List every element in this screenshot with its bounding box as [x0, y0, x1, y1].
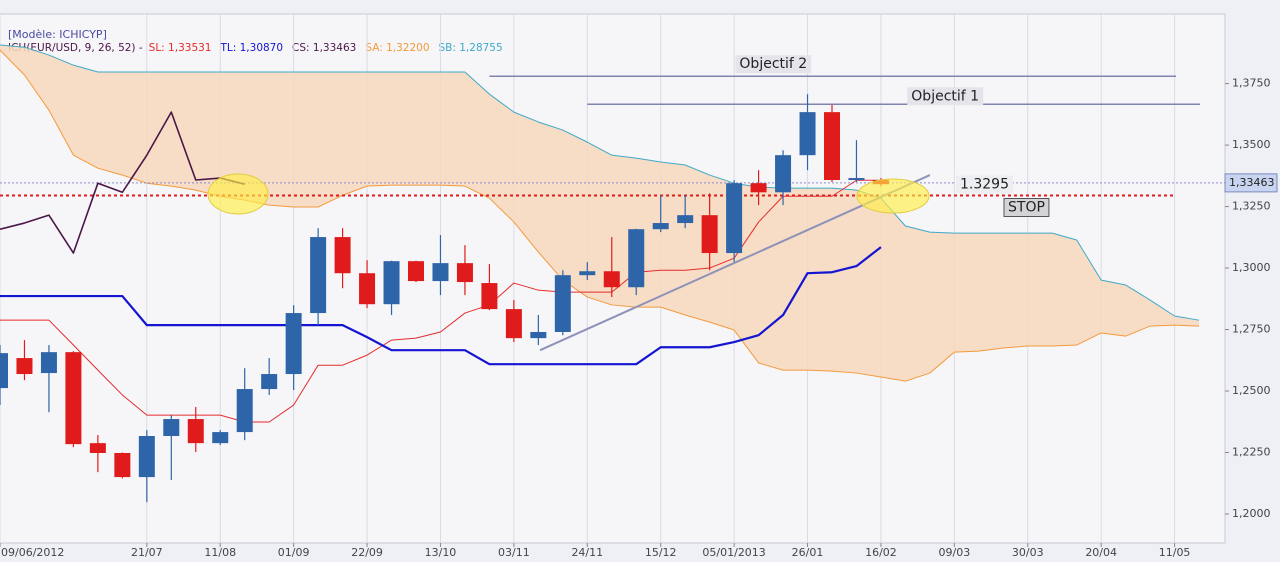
stop-label-box [1003, 197, 1050, 217]
y-tick-label: 1,3000 [1232, 261, 1271, 274]
y-tick-label: 1,3250 [1232, 200, 1271, 213]
y-tick-label: 1,2250 [1232, 445, 1271, 458]
candle-body [530, 331, 547, 339]
candle-body [554, 275, 571, 332]
x-tick-label: 15/12 [645, 546, 677, 559]
candle-body [726, 183, 743, 254]
candle-body [603, 271, 620, 288]
x-tick-label: 20/04 [1085, 546, 1117, 559]
stop-value-label-box [956, 175, 1013, 194]
candle-body [285, 313, 302, 375]
candle-body [775, 155, 792, 193]
candle-body [677, 215, 694, 224]
candle-body [0, 353, 8, 389]
last-price-label: 1,33463 [1224, 173, 1278, 193]
stop-value-label-text: 1.3295 [960, 176, 1009, 192]
candle-body [114, 452, 131, 478]
x-tick-label: 11/05 [1159, 546, 1191, 559]
x-tick-label: 01/09 [278, 546, 310, 559]
candle-body [138, 436, 155, 478]
x-tick-label: 30/03 [1012, 546, 1044, 559]
highlights [207, 173, 930, 215]
candle-body [89, 443, 106, 453]
stop-value-label: 1.3295 [956, 175, 1013, 194]
candle-body [505, 309, 522, 339]
x-tick-label: 24/11 [571, 546, 603, 559]
objective-label-box [907, 87, 984, 106]
candle-body [750, 183, 767, 193]
candle-body [652, 223, 669, 230]
objective-label-box [735, 55, 812, 74]
candle-body [824, 112, 841, 181]
x-tick-label: 11/08 [204, 546, 236, 559]
candle-body [383, 261, 400, 305]
candle-body [456, 263, 473, 283]
candle-body [16, 358, 33, 375]
candle-body [701, 215, 718, 254]
objective-label: Objectif 1 [907, 87, 984, 106]
candle-body [799, 112, 816, 156]
candle-body [163, 419, 180, 437]
stop-label: STOP [1003, 197, 1050, 217]
highlight [207, 173, 269, 215]
indicator-line [0, 44, 1200, 321]
legend-entry: ICH(EUR/USD, 9, 26, 52) - [8, 42, 143, 54]
model-label: [Modèle: ICHICYP] [8, 28, 107, 41]
last-price-label-box [1224, 173, 1278, 193]
indicator-line [0, 111, 245, 254]
y-tick-label: 1,2000 [1232, 507, 1271, 520]
x-tick-label: 13/10 [425, 546, 457, 559]
last-price-label-text: 1,33463 [1229, 176, 1275, 189]
candle-body [310, 237, 327, 314]
x-tick-label: 09/06/2012 [1, 546, 64, 559]
x-tick-label: 16/02 [865, 546, 897, 559]
x-tick-label: 22/09 [351, 546, 383, 559]
candle-body [848, 178, 865, 181]
candle-body [65, 352, 82, 445]
cloud-fill [0, 44, 1200, 382]
y-tick-label: 1,3500 [1232, 138, 1271, 151]
x-tick-label: 26/01 [792, 546, 824, 559]
x-tick-label: 09/03 [939, 546, 971, 559]
objective-label-text: Objectif 1 [911, 88, 979, 104]
y-tick-label: 1,2500 [1232, 384, 1271, 397]
stop-label-text: STOP [1008, 199, 1045, 215]
y-tick-label: 1,2750 [1232, 323, 1271, 336]
candle-body [408, 261, 425, 282]
highlight [856, 178, 930, 214]
legend: ICH(EUR/USD, 9, 26, 52) - SL: 1,33531 TL: … [8, 42, 503, 54]
legend-entry: CS: 1,33463 [292, 42, 356, 54]
candle-body [432, 263, 449, 282]
legend-entry: SL: 1,33531 [149, 42, 212, 54]
legend-entry: SA: 1,32200 [365, 42, 429, 54]
x-tick-label: 03/11 [498, 546, 530, 559]
candle-body [212, 432, 229, 444]
indicator-line [0, 49, 1200, 382]
candle-body [359, 273, 376, 305]
y-tick-label: 1,3750 [1232, 77, 1271, 90]
indicator-line [0, 246, 882, 366]
x-tick-label: 05/01/2013 [702, 546, 765, 559]
candle-body [334, 237, 351, 274]
objective-label: Objectif 2 [735, 55, 812, 74]
candle-body [261, 374, 278, 390]
x-tick-label: 21/07 [131, 546, 163, 559]
candle-body [579, 271, 596, 276]
candle-body [40, 352, 57, 374]
objective-label-text: Objectif 2 [739, 56, 807, 72]
candle-body [481, 283, 498, 310]
candle-body [628, 229, 645, 288]
legend-entry: TL: 1,30870 [219, 42, 283, 54]
candle-body [236, 389, 253, 433]
candle-body [187, 419, 204, 444]
legend-entry: SB: 1,28755 [439, 42, 503, 54]
